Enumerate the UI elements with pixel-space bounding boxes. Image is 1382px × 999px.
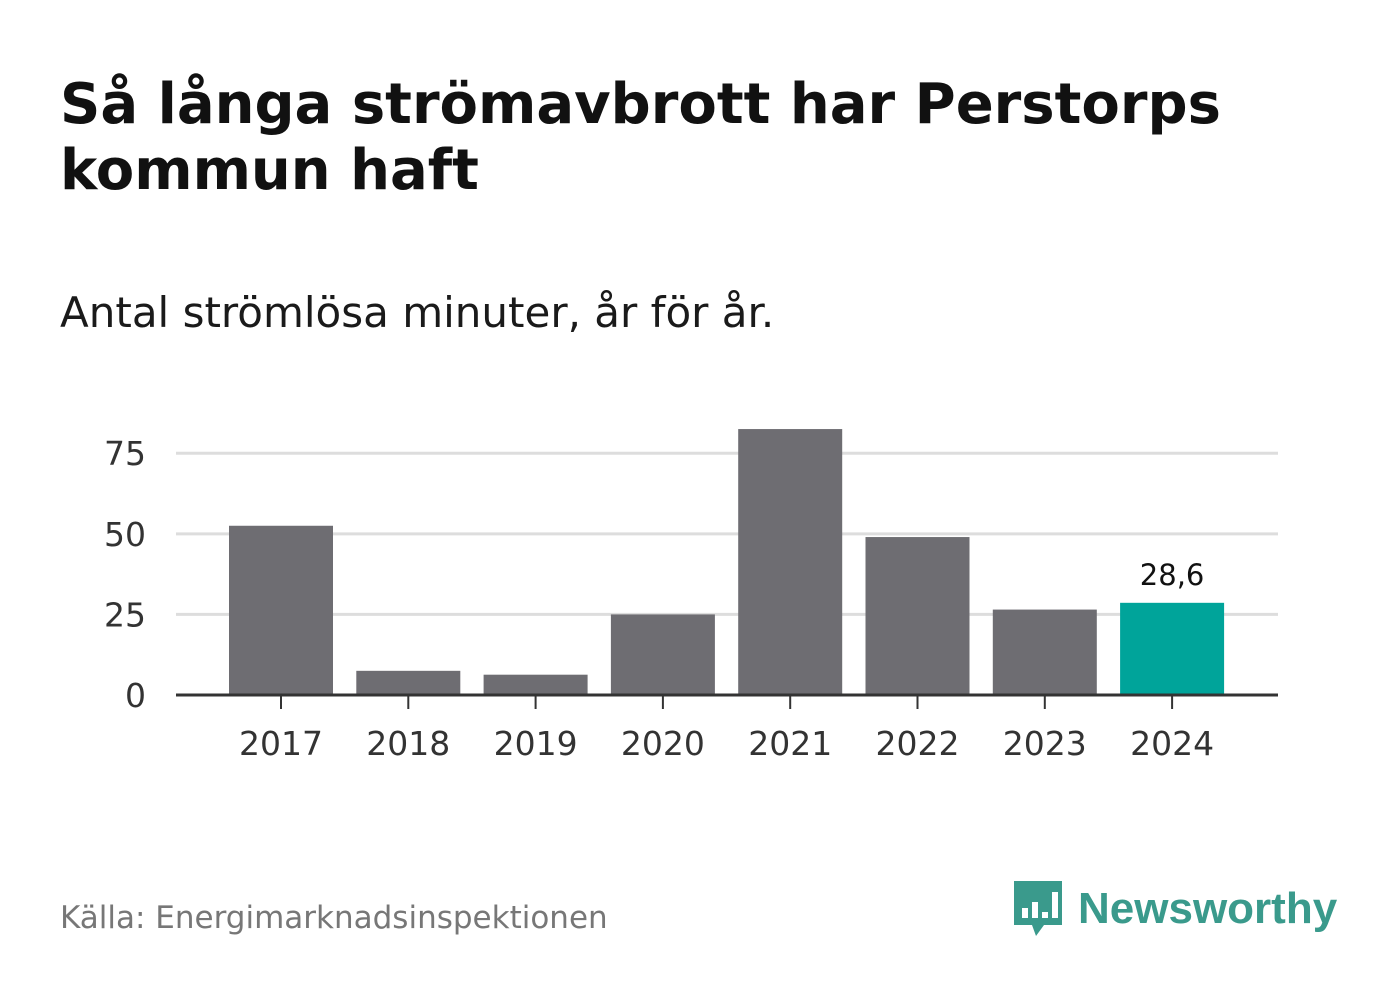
bar-2023 bbox=[992, 609, 1097, 695]
y-tick-label-25: 25 bbox=[104, 595, 146, 634]
bar-2022 bbox=[865, 537, 970, 695]
chart-title: Så långa strömavbrott har Perstorps komm… bbox=[60, 72, 1221, 203]
bar-2019 bbox=[483, 674, 588, 695]
bar-2017 bbox=[229, 525, 333, 695]
y-tick-label-75: 75 bbox=[104, 434, 146, 473]
x-tick-label-2019: 2019 bbox=[494, 724, 578, 763]
x-tick-label-2024: 2024 bbox=[1130, 724, 1214, 763]
data-label-2024: 28,6 bbox=[1140, 558, 1205, 592]
newsworthy-chart-bubble-icon bbox=[1014, 881, 1062, 936]
x-tick-label-2020: 2020 bbox=[621, 724, 705, 763]
logo-text: Newsworthy bbox=[1078, 884, 1338, 933]
bar-2024 bbox=[1120, 602, 1225, 695]
bar-2020 bbox=[610, 614, 715, 695]
y-tick-label-0: 0 bbox=[125, 676, 146, 715]
bar-2021 bbox=[738, 429, 843, 695]
chart-subtitle: Antal strömlösa minuter, år för år. bbox=[60, 288, 775, 337]
y-tick-label-50: 50 bbox=[104, 515, 146, 554]
bar-chart: 0 25 50 75 2017 2018 2019 2020 2021 2022 2023 2024 2… bbox=[104, 429, 1278, 763]
x-tick-label-2022: 2022 bbox=[876, 724, 960, 763]
x-tick-label-2023: 2023 bbox=[1003, 724, 1087, 763]
bar-2018 bbox=[356, 670, 461, 695]
x-tick-label-2021: 2021 bbox=[748, 724, 832, 763]
source-note: Källa: Energimarknadsinspektionen bbox=[60, 900, 608, 936]
x-tick-label-2017: 2017 bbox=[239, 724, 323, 763]
newsworthy-logo: Newsworthy bbox=[1010, 878, 1337, 940]
x-tick-label-2018: 2018 bbox=[366, 724, 450, 763]
